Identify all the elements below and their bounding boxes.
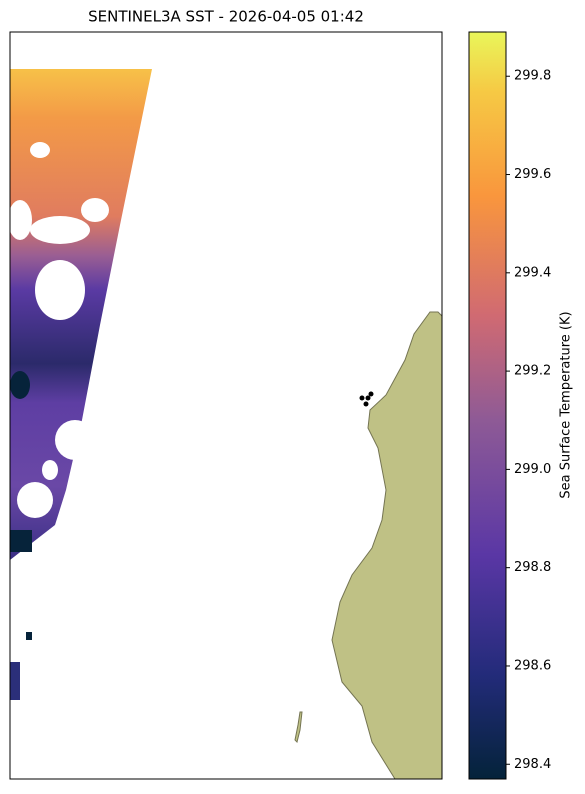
colorbar-tick-label: 299.0 (514, 462, 551, 477)
land (331, 311, 442, 779)
map (10, 69, 442, 779)
colorbar-tick-label: 299.8 (514, 69, 551, 84)
swath-fragment (10, 662, 20, 700)
colorbar-tick-label: 299.2 (514, 364, 551, 379)
colorbar (468, 31, 507, 780)
island (294, 711, 303, 743)
sst-swath (10, 69, 152, 560)
colorbar-label: Sea Surface Temperature (K) (559, 311, 574, 498)
colorbar-tick-label: 298.6 (514, 658, 551, 673)
map-frame (9, 31, 443, 780)
colorbar-tick-label: 298.8 (514, 560, 551, 575)
station-markers (359, 391, 374, 407)
chart-title: SENTINEL3A SST - 2026-04-05 01:42 (88, 8, 364, 26)
cold-patch (10, 371, 30, 399)
colorbar-tick-label: 299.6 (514, 167, 551, 182)
cold-patch (26, 632, 32, 640)
cloud-gaps (10, 142, 109, 518)
colorbar-tick-label: 298.4 (514, 757, 551, 772)
cold-patch (10, 530, 32, 552)
colorbar-tick-label: 299.4 (514, 265, 551, 280)
